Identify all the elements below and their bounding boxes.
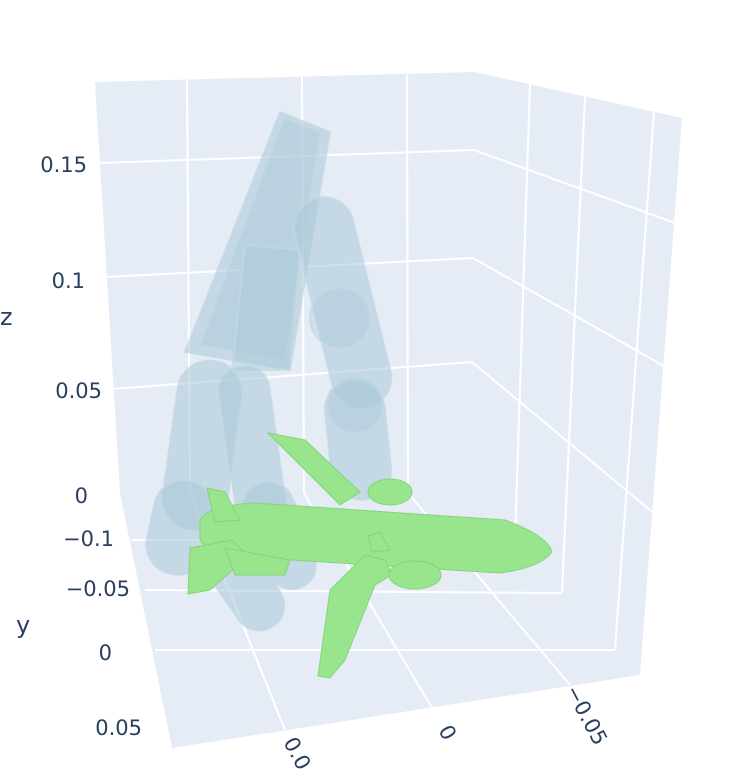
z-axis-title: z: [0, 303, 13, 331]
y-tick: 0: [99, 641, 112, 665]
x-tick: −0.05: [561, 681, 612, 749]
hand-model[interactable]: [141, 110, 398, 640]
y-tick: −0.05: [66, 577, 130, 601]
y-axis-ticks: −0.1 −0.05 0 0.05: [63, 527, 142, 740]
tail-fin: [206, 487, 241, 523]
y-tick: −0.1: [63, 527, 114, 551]
z-tick: 0.15: [40, 153, 87, 177]
finger-lower-segment: [323, 379, 393, 501]
near-wing: [317, 554, 393, 679]
y-axis-title: y: [16, 611, 30, 639]
z-tick: 0: [75, 484, 88, 508]
x-tick: 0.0: [279, 733, 316, 770]
far-wing: [266, 432, 361, 506]
x-tick: 0: [434, 721, 461, 744]
z-axis-ticks: 0.15 0.1 0.05 0: [40, 153, 102, 508]
z-tick: 0.1: [52, 269, 85, 293]
z-tick: 0.05: [55, 379, 102, 403]
y-tick: 0.05: [95, 716, 142, 740]
airplane-object[interactable]: [187, 432, 553, 679]
